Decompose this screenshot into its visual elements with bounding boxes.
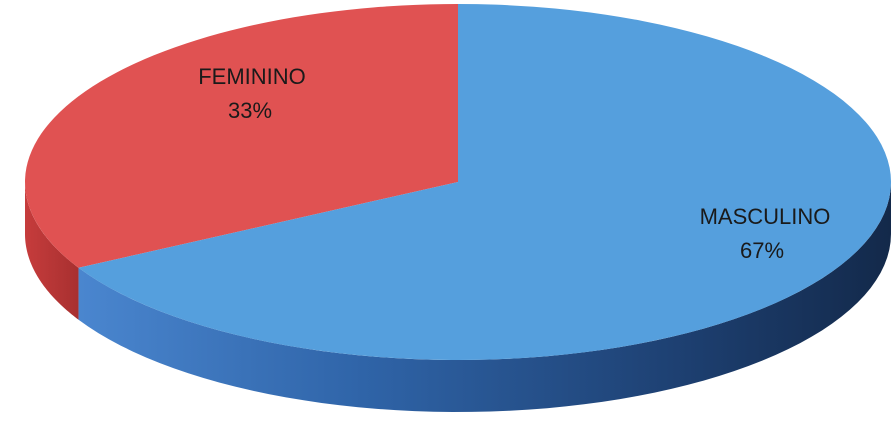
pie-labels: FEMININO 33% MASCULINO 67% <box>198 64 830 263</box>
slice-label-feminino: FEMININO <box>198 64 306 89</box>
slice-value-feminino: 33% <box>228 98 272 123</box>
slice-side-masculino <box>78 182 891 412</box>
slice-masculino <box>78 4 891 360</box>
slice-side-feminino <box>25 182 79 320</box>
pie-sides <box>25 182 891 412</box>
slice-feminino <box>25 4 459 268</box>
slice-label-masculino: MASCULINO <box>700 204 831 229</box>
pie-tops <box>25 4 891 360</box>
slice-value-masculino: 67% <box>740 238 784 263</box>
